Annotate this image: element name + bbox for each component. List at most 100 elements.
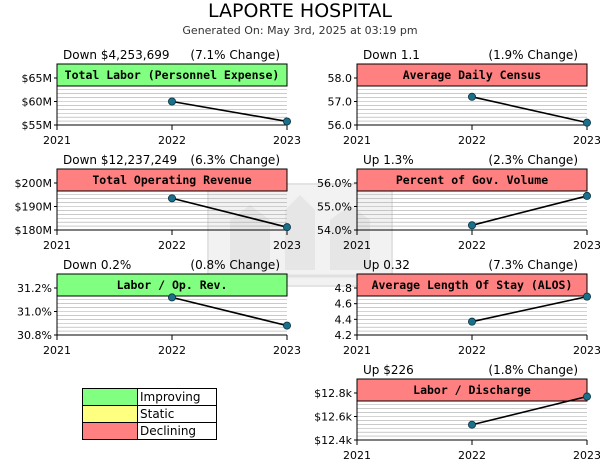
y-tick-label: $12.4k (314, 434, 352, 447)
x-tick-label: 2023 (573, 134, 600, 147)
legend-swatch (83, 406, 138, 422)
chart-title-bar (356, 168, 588, 192)
y-tick-label: $200M (15, 177, 53, 190)
legend-swatch (83, 389, 138, 405)
x-tick-label: 2021 (343, 239, 371, 252)
x-tick-label: 2023 (273, 134, 301, 147)
x-tick-label: 2021 (343, 344, 371, 357)
data-point (282, 117, 291, 126)
change-summary: Up $226 (363, 363, 414, 377)
chart-svg: Percent of Gov. Volume 54.0% 55.0% 56.0% 202… (317, 168, 600, 252)
legend-item-declining: Declining (82, 422, 217, 440)
data-point (167, 293, 176, 302)
y-tick-label: $12.6k (314, 411, 352, 424)
chart-title: Labor / Discharge (413, 383, 531, 397)
change-summary: Down 1.1 (363, 48, 420, 62)
legend-item-improving: Improving (82, 388, 217, 406)
page-title: LAPORTE HOSPITAL (208, 0, 392, 22)
x-tick-label: 2023 (573, 239, 600, 252)
series-line (471, 195, 588, 227)
data-point (282, 321, 291, 330)
change-summary: Up 0.32 (363, 258, 410, 272)
data-point (582, 392, 591, 401)
y-tick-label: 31.2% (17, 282, 52, 295)
change-summary: Down $4,253,699 (63, 48, 170, 62)
chart-svg: Total Operating Revenue $180M $190M $200M 20… (15, 168, 301, 252)
data-point (467, 92, 476, 101)
x-tick-label: 2022 (458, 134, 486, 147)
y-tick-label: 4.8 (335, 282, 353, 295)
change-summary: Down 0.2% (63, 258, 132, 272)
chart-panel-percent-gov-volume: Up 1.3% (2.3% Change) Percent of Gov. Vo… (300, 153, 600, 253)
y-tick-label: $55M (22, 119, 53, 132)
chart-panel-total-operating-revenue: Down $12,237,249 (6.3% Change) Total Ope… (0, 153, 302, 253)
change-percent: (1.8% Change) (488, 363, 578, 377)
y-tick-label: $190M (15, 201, 53, 214)
x-tick-label: 2022 (158, 134, 186, 147)
x-tick-label: 2021 (343, 134, 371, 147)
chart-svg: Labor / Discharge $12.4k $12.6k $12.8k 2021 2… (314, 378, 600, 462)
chart-panel-labor-op-rev: Down 0.2% (0.8% Change) Labor / Op. Rev.… (0, 258, 301, 358)
x-tick-label: 2022 (158, 344, 186, 357)
change-percent: (6.3% Change) (190, 153, 280, 167)
y-tick-label: 30.8% (17, 329, 52, 342)
legend-item-static: Static (82, 405, 217, 423)
change-summary: Up 1.3% (363, 153, 414, 167)
change-percent: (1.9% Change) (488, 48, 578, 62)
change-percent: (7.1% Change) (190, 48, 280, 62)
data-point (582, 292, 591, 301)
chart-title: Labor / Op. Rev. (117, 278, 228, 292)
data-point (467, 317, 476, 326)
series-line (471, 395, 588, 426)
x-tick-label: 2022 (458, 239, 486, 252)
x-tick-label: 2022 (458, 344, 486, 357)
hospital-seal-watermark (207, 183, 393, 287)
y-tick-label: 58.0 (328, 72, 353, 85)
y-tick-label: 56.0% (317, 177, 352, 190)
chart-svg: Labor / Op. Rev. 30.8% 31.0% 31.2% 2021 2022 2… (17, 273, 301, 357)
series-line (171, 296, 288, 327)
x-tick-label: 2021 (343, 449, 371, 462)
x-tick-label: 2023 (573, 344, 600, 357)
x-tick-label: 2021 (43, 134, 71, 147)
y-tick-label: 54.0% (317, 224, 352, 237)
chart-title-bar (56, 63, 288, 87)
x-tick-label: 2023 (273, 344, 301, 357)
data-point (582, 118, 591, 127)
y-tick-label: $60M (22, 96, 53, 109)
data-point (467, 221, 476, 230)
legend-label: Improving (140, 390, 201, 404)
chart-svg: Total Labor (Personnel Expense) $55M $60M $… (22, 63, 301, 147)
y-tick-label: 31.0% (17, 306, 52, 319)
series-line (171, 197, 288, 228)
chart-panel-alos: Up 0.32 (7.3% Change) Average Length Of … (300, 258, 600, 358)
chart-svg: Average Daily Census 56.0 57.0 58.0 2021 2022… (328, 63, 600, 147)
y-tick-label: 57.0 (328, 96, 353, 109)
y-tick-label: $65M (22, 72, 53, 85)
data-point (467, 420, 476, 429)
x-tick-label: 2022 (458, 449, 486, 462)
data-point (582, 191, 591, 200)
legend-label: Static (140, 407, 175, 421)
x-tick-label: 2021 (43, 344, 71, 357)
series-line (171, 100, 288, 123)
x-tick-label: 2022 (158, 239, 186, 252)
change-percent: (0.8% Change) (190, 258, 280, 272)
generated-on-text: Generated On: May 3rd, 2025 at 03:19 pm (182, 24, 418, 37)
y-tick-label: $180M (15, 224, 53, 237)
series-line (471, 96, 588, 124)
x-tick-label: 2023 (573, 449, 600, 462)
series-line (471, 295, 588, 323)
y-tick-label: 56.0 (328, 119, 353, 132)
chart-title: Total Operating Revenue (92, 173, 251, 187)
legend-label: Declining (140, 424, 197, 438)
chart-title-bar (356, 273, 588, 297)
chart-title: Total Labor (Personnel Expense) (65, 68, 280, 82)
chart-panel-labor-discharge: Up $226 (1.8% Change) Labor / Discharge $… (300, 363, 600, 463)
chart-title-bar (356, 378, 588, 402)
y-tick-label: 4.4 (335, 313, 353, 326)
x-tick-label: 2023 (273, 239, 301, 252)
change-summary: Down $12,237,249 (63, 153, 178, 167)
chart-svg: Average Length Of Stay (ALOS) 4.2 4.4 4.6 4.… (335, 273, 600, 357)
